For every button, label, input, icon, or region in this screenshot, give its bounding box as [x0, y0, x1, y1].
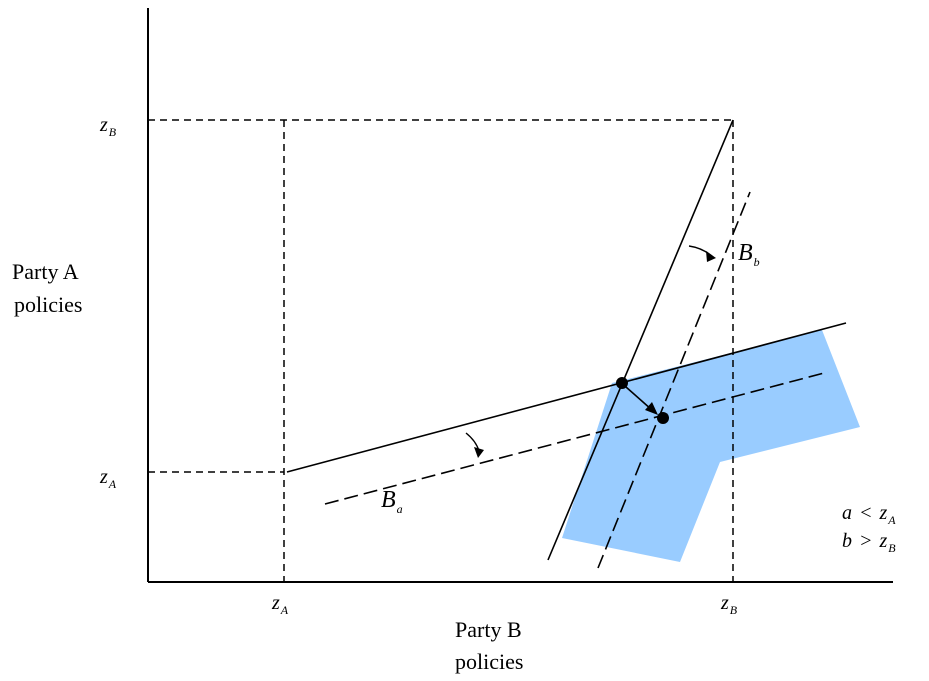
party-a-reaction-line	[286, 322, 847, 473]
x-axis-label-line1: Party B	[455, 617, 522, 642]
y-tick-zB: zB	[99, 114, 117, 139]
x-tick-zA: zA	[271, 592, 289, 617]
label-Bb: Bb	[738, 240, 760, 269]
party-b-reaction-line	[547, 119, 734, 561]
label-Ba: Ba	[381, 487, 403, 516]
equilibrium-point-new	[657, 412, 669, 424]
shift-arrow-a	[465, 432, 484, 458]
equilibrium-arrow	[625, 386, 658, 415]
shaded-region	[562, 330, 860, 562]
condition-b-greater-zB: b > zB	[842, 530, 896, 555]
curve-Ba	[324, 371, 829, 505]
x-tick-zB: zB	[720, 592, 738, 617]
x-axis-label-line2: policies	[455, 649, 523, 674]
equilibrium-point-initial	[616, 377, 628, 389]
y-axis-label-line2: policies	[14, 292, 82, 317]
y-axis-label-line1: Party A	[12, 259, 79, 284]
y-tick-zA: zA	[99, 466, 117, 491]
guide-lines	[148, 119, 734, 582]
curve-Bb	[597, 191, 751, 569]
shift-arrow-b	[688, 245, 716, 262]
condition-a-less-zA: a < zA	[842, 502, 896, 527]
